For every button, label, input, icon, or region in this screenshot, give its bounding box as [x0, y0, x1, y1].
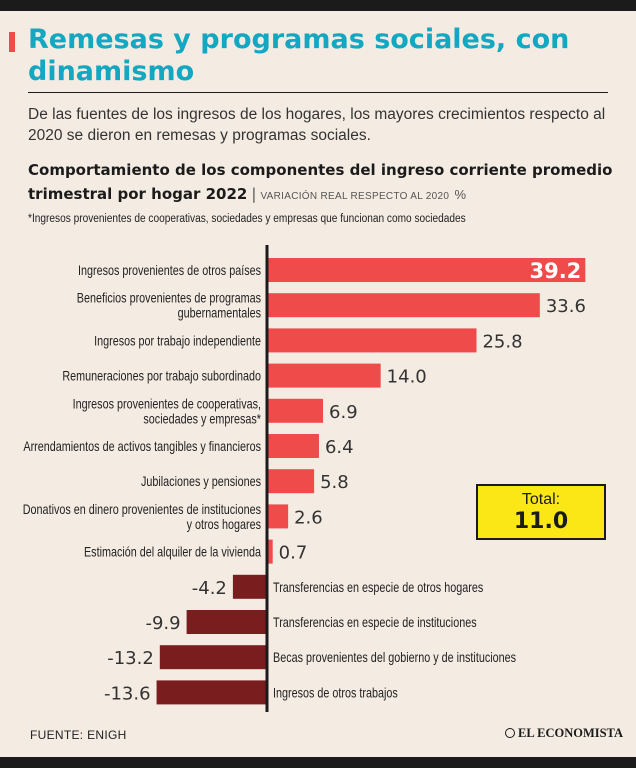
value-label-2: 33.6 [546, 296, 586, 317]
total-value: 11.0 [513, 509, 569, 534]
total-label: Total: [521, 491, 561, 508]
category-label-7: Jubilaciones y pensiones [141, 474, 261, 489]
chart-title-separator: | [251, 185, 257, 203]
category-label-11: Transferencias en especie de institucion… [273, 615, 477, 630]
category-label-2: Beneficios provenientes de programas gube… [77, 291, 261, 321]
bar-4 [267, 363, 381, 388]
chart-footnote: *Ingresos provenientes de cooperativas, … [28, 213, 466, 225]
value-label-11: -9.9 [145, 613, 180, 634]
total-box: Total: 11.0 [476, 484, 606, 540]
bar-3 [267, 328, 477, 353]
bar-9 [267, 539, 273, 564]
page-subtitle: De las fuentes de los ingresos de los ho… [28, 106, 606, 144]
bar-7 [267, 469, 315, 494]
category-label-5: Ingresos provenientes de cooperativas, so… [73, 396, 262, 426]
value-label-7: 5.8 [320, 472, 349, 493]
category-label-9: Estimación del alquiler de la vivienda [84, 544, 261, 559]
value-label-1: 39.2 [529, 259, 581, 283]
bar-12 [159, 645, 267, 670]
bar-1 [267, 258, 586, 282]
category-label-10: Transferencias en especie de otros hogar… [273, 580, 483, 595]
brand-globe-icon [505, 728, 515, 738]
chart-title: Comportamiento de los componentes del in… [28, 158, 618, 209]
value-label-6: 6.4 [325, 437, 354, 458]
title-accent-mark [9, 32, 15, 52]
chart-title-text: Comportamiento de los componentes del in… [28, 161, 613, 203]
category-label-1: Ingresos provenientes de otros países [78, 263, 261, 278]
value-label-4: 14.0 [387, 367, 427, 388]
value-label-9: 0.7 [279, 543, 308, 564]
value-label-12: -13.2 [107, 648, 154, 669]
value-label-5: 6.9 [329, 402, 358, 423]
bar-5 [267, 398, 324, 423]
bar-6 [267, 434, 319, 458]
page-title: Remesas y programas sociales, con dinami… [28, 24, 570, 87]
bar-8 [267, 504, 289, 529]
category-label-12: Becas provenientes del gobierno y de ins… [273, 650, 516, 665]
value-label-13: -13.6 [104, 683, 151, 704]
bottom-bar [0, 757, 636, 768]
value-label-8: 2.6 [294, 507, 323, 528]
value-label-3: 25.8 [482, 331, 522, 352]
bar-10 [232, 574, 267, 599]
bar-11 [186, 610, 267, 634]
chart-note: VARIACIÓN REAL RESPECTO AL 2020 [260, 191, 450, 202]
category-label-13: Ingresos de otros trabajos [273, 685, 398, 700]
value-label-10: -4.2 [192, 578, 227, 599]
category-label-8: Donativos en dinero provenientes de inst… [23, 502, 261, 532]
category-label-3: Ingresos por trabajo independiente [94, 333, 261, 348]
category-label-6: Arrendamientos de activos tangibles y fi… [23, 439, 261, 454]
brand-logo: EL ECONOMISTA [505, 726, 623, 741]
category-label-4: Remuneraciones por trabajo subordinado [62, 368, 261, 383]
top-bar [0, 0, 636, 11]
source-text: FUENTE: ENIGH [30, 728, 127, 742]
title-divider [28, 92, 608, 93]
brand-name: EL ECONOMISTA [518, 726, 623, 740]
bar-2 [267, 293, 540, 318]
bar-13 [156, 680, 267, 705]
chart-note-percent: % [454, 187, 467, 202]
